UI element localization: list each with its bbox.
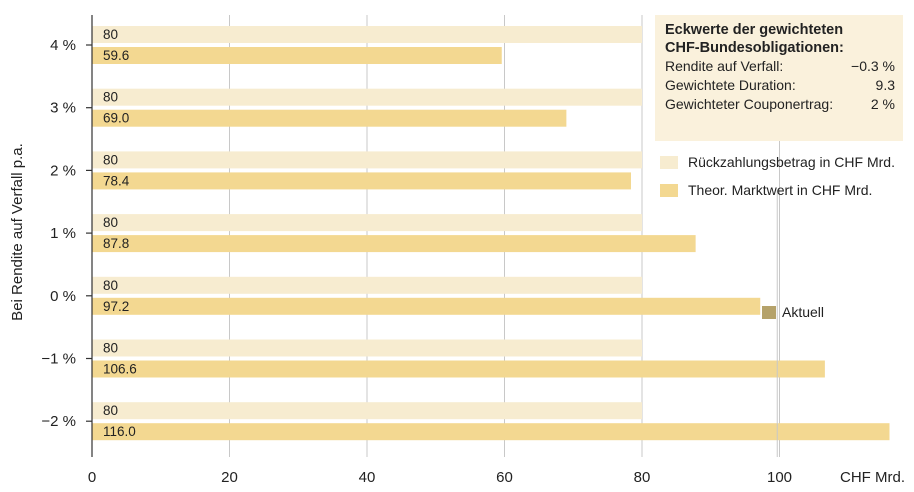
bar-market-value <box>92 423 890 441</box>
x-tick-label: 100 <box>767 469 792 486</box>
bar-repayment <box>92 151 642 169</box>
bar-value-label: 80 <box>103 27 118 42</box>
info-row: Gewichtete Duration: 9.3 <box>665 76 895 95</box>
bar-value-label: 80 <box>103 215 118 230</box>
legend-label: Rückzahlungsbetrag in CHF Mrd. <box>688 154 895 170</box>
y-tick-label: 0 % <box>50 288 76 305</box>
info-row-value: 9.3 <box>875 77 895 93</box>
bar-market-value <box>92 47 502 64</box>
current-marker-legend: Aktuell <box>762 304 824 320</box>
info-row: Rendite auf Verfall: −0.3 % <box>665 57 895 76</box>
x-tick-label: 40 <box>359 469 376 486</box>
axes: 0 20 40 60 80 100 CHF Mrd. 4 % 3 % 2 % 1 % 0 % −1 % −… <box>41 15 905 486</box>
y-axis-label: Bei Rendite auf Verfall p.a. <box>9 143 26 321</box>
info-row-label: Gewichtete Duration: <box>665 77 796 93</box>
info-row-label: Gewichteter Couponertrag: <box>665 96 834 112</box>
x-axis-unit-label: CHF Mrd. <box>840 469 905 486</box>
bar-value-label: 116.0 <box>103 424 136 439</box>
legend-item-market-value: Theor. Marktwert in CHF Mrd. <box>660 182 872 198</box>
bar-repayment <box>92 88 642 106</box>
bar-value-label: 106.6 <box>103 362 137 377</box>
key-figures-box: Eckwerte der gewichteten CHF-Bundesoblig… <box>655 15 903 141</box>
info-title-line2: CHF-Bundesobligationen: <box>665 40 844 56</box>
current-marker-label: Aktuell <box>782 304 825 320</box>
bar-market-value <box>92 360 825 378</box>
info-row-value: 2 % <box>870 96 895 112</box>
bar-repayment <box>92 339 642 357</box>
legend-swatch <box>660 183 678 197</box>
info-title-line1: Eckwerte der gewichteten <box>665 22 844 38</box>
y-tick-label: −2 % <box>41 413 76 430</box>
bar-value-label: 78.4 <box>103 173 130 188</box>
legend-label: Theor. Marktwert in CHF Mrd. <box>688 182 873 198</box>
bar-repayment <box>92 214 642 232</box>
info-row: Gewichteter Couponertrag: 2 % <box>665 95 895 114</box>
bar-value-label: 59.6 <box>103 48 129 63</box>
bar-market-value <box>92 172 631 190</box>
bar-value-label: 80 <box>103 152 118 167</box>
bar-value-label: 97.2 <box>103 299 129 314</box>
bar-market-value <box>92 297 761 315</box>
bar-value-label: 80 <box>103 90 118 105</box>
y-tick-label: 2 % <box>50 162 76 179</box>
x-tick-label: 20 <box>221 469 238 486</box>
x-tick-label: 60 <box>496 469 513 486</box>
bar-market-value <box>92 235 696 253</box>
current-marker-swatch <box>762 305 776 319</box>
y-tick-label: 3 % <box>50 100 76 117</box>
bar-repayment <box>92 26 642 43</box>
bars: 80 59.6 80 69.0 80 78.4 80 87.8 80 97.2 80 106.6 80 1… <box>92 26 890 441</box>
y-tick-label: 1 % <box>50 225 76 242</box>
bar-value-label: 80 <box>103 341 118 356</box>
bar-value-label: 69.0 <box>103 111 129 126</box>
bar-repayment <box>92 402 642 420</box>
y-tick-label: 4 % <box>50 37 76 54</box>
x-tick-label: 80 <box>634 469 651 486</box>
bar-repayment <box>92 276 642 294</box>
bar-market-value <box>92 109 567 127</box>
y-tick-label: −1 % <box>41 351 76 368</box>
legend-item-repayment: Rückzahlungsbetrag in CHF Mrd. <box>660 154 895 170</box>
info-row-value: −0.3 % <box>851 58 895 74</box>
info-row-label: Rendite auf Verfall: <box>665 58 784 74</box>
bar-value-label: 80 <box>103 278 118 293</box>
legend-swatch <box>660 155 678 169</box>
x-tick-label: 0 <box>88 469 96 486</box>
bar-value-label: 87.8 <box>103 236 129 251</box>
bar-value-label: 80 <box>103 403 118 418</box>
